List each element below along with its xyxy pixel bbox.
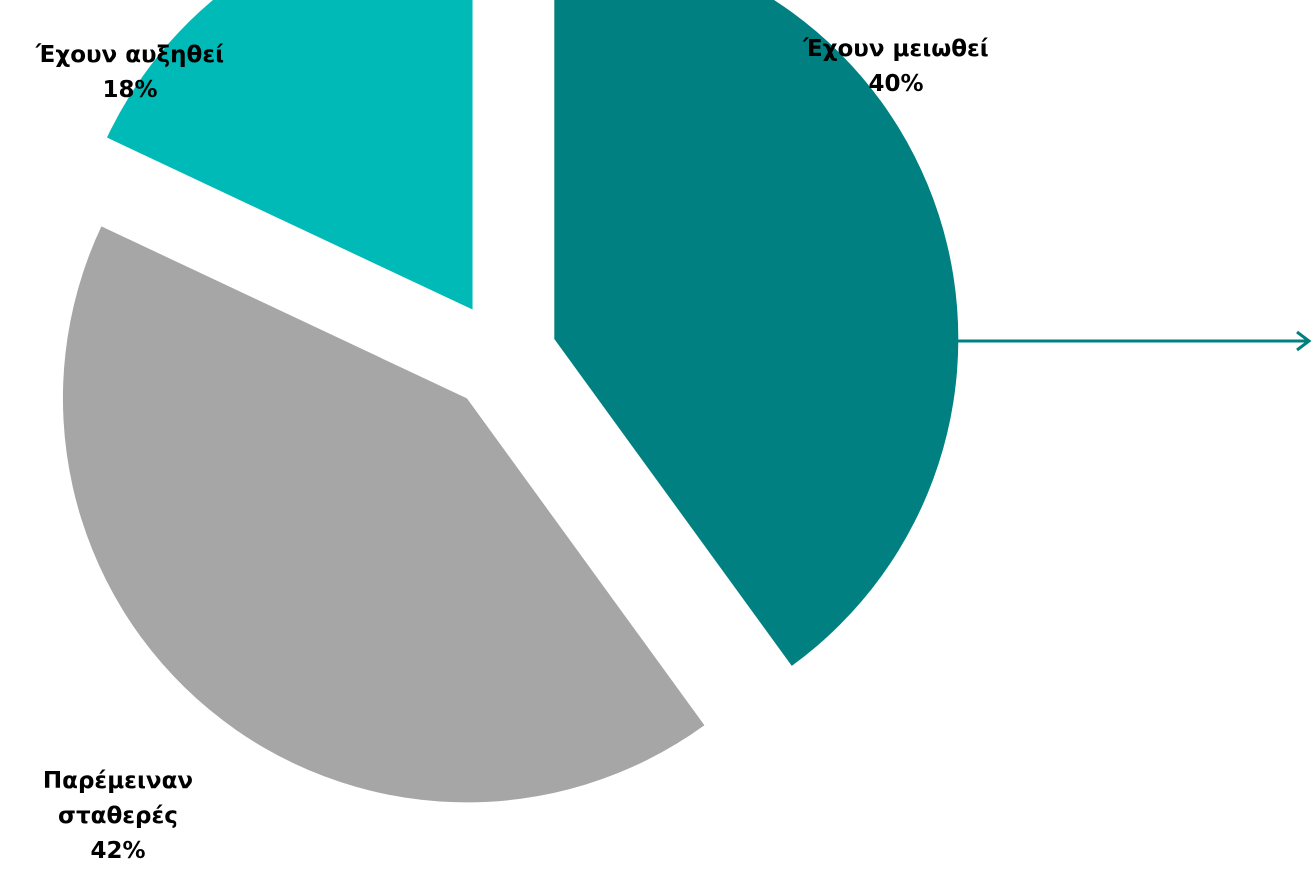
pie-slice-2 — [62, 226, 705, 803]
pie-slices — [62, 0, 959, 803]
slice-value-label: 18% — [102, 77, 157, 103]
pie-labels: Έχουν μειωθεί 40% Παρέμειναν σταθερές 42% Έχο… — [35, 36, 989, 864]
pie-slice-3 — [106, 0, 473, 310]
arrow-right-icon — [925, 330, 1312, 352]
slice-value-label: 42% — [90, 838, 145, 864]
slice-name-label: Έχουν αυξηθεί — [35, 42, 224, 68]
slice-value-label: 40% — [868, 71, 923, 97]
slice-name-label: σταθερές — [58, 803, 178, 829]
slice-label-2: Παρέμειναν σταθερές 42% — [43, 768, 193, 864]
slice-name-label: Παρέμειναν — [43, 768, 193, 794]
slice-label-1: Έχουν μειωθεί 40% — [802, 36, 989, 97]
pie-slice-1 — [554, 0, 959, 666]
slice-label-3: Έχουν αυξηθεί 18% — [35, 42, 224, 103]
slice-name-label: Έχουν μειωθεί — [802, 36, 989, 62]
arrow-head — [1296, 330, 1312, 352]
